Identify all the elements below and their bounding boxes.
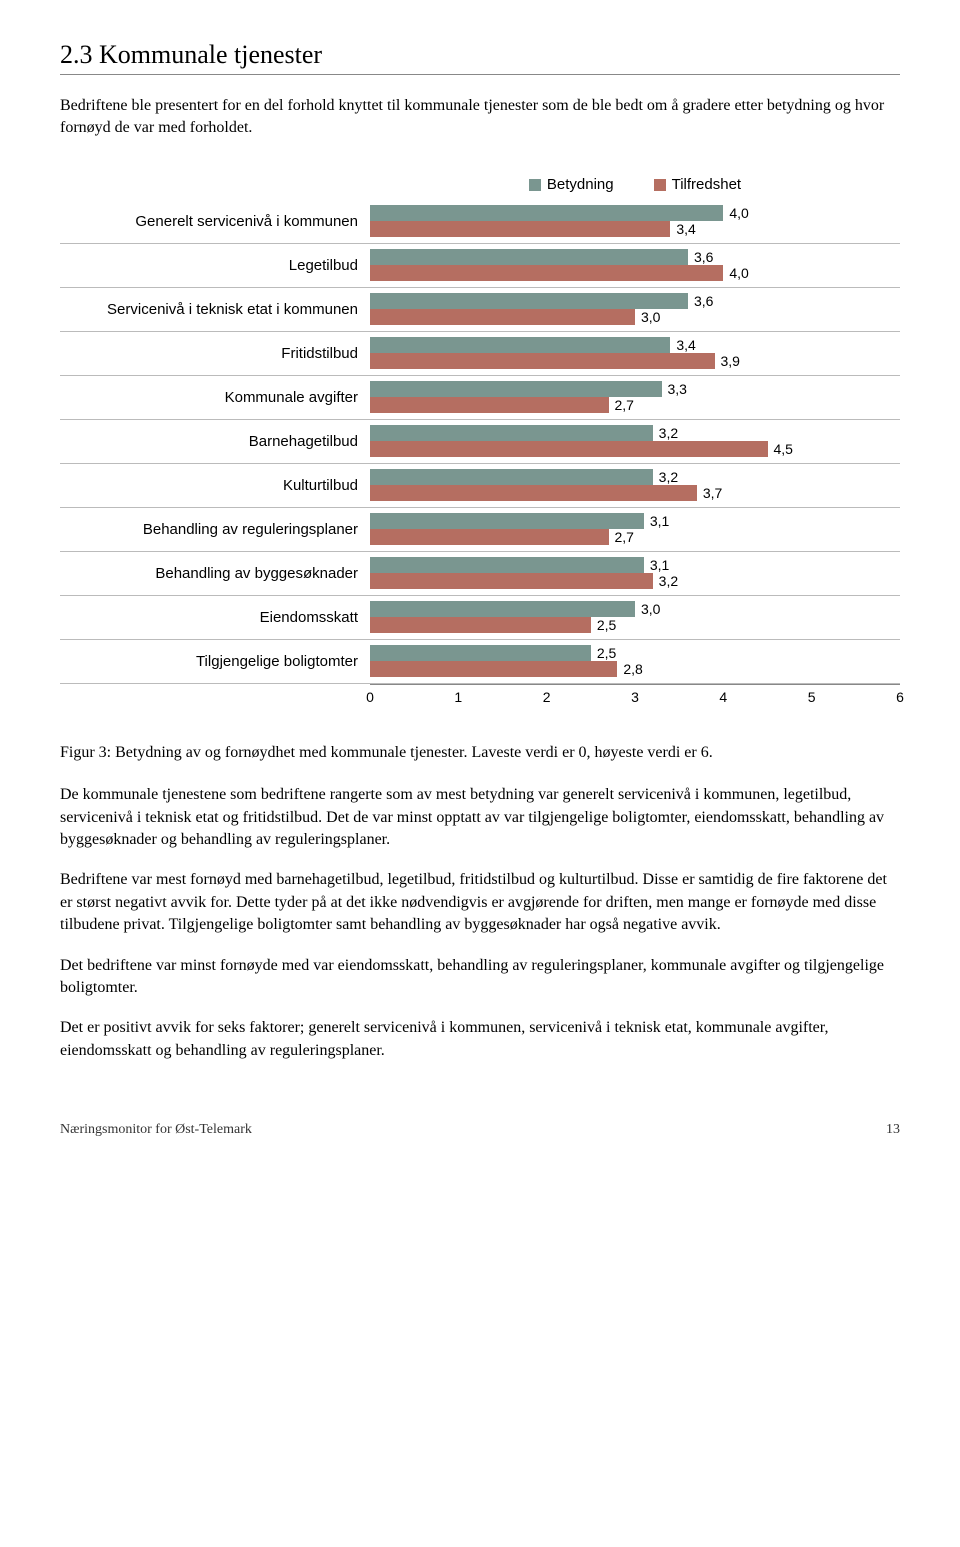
value-label: 4,0 xyxy=(729,205,748,221)
bar-tilfredshet xyxy=(370,353,715,369)
chart-legend: Betydning Tilfredshet xyxy=(370,170,900,200)
x-tick-label: 6 xyxy=(896,689,904,705)
category-label: Eiendomsskatt xyxy=(60,596,370,640)
bar-tilfredshet xyxy=(370,441,768,457)
bar-tilfredshet xyxy=(370,221,670,237)
x-tick-label: 3 xyxy=(631,689,639,705)
bar-betydning xyxy=(370,645,591,661)
bar-tilfredshet xyxy=(370,485,697,501)
bar-betydning xyxy=(370,337,670,353)
x-tick-label: 5 xyxy=(808,689,816,705)
legend-label-b: Tilfredshet xyxy=(672,176,741,193)
value-label: 3,1 xyxy=(650,557,669,573)
category-label: Kulturtilbud xyxy=(60,464,370,508)
bar-betydning xyxy=(370,469,653,485)
bar-group: 3,1 2,7 xyxy=(370,508,900,552)
bar-betydning xyxy=(370,513,644,529)
bar-tilfredshet xyxy=(370,265,723,281)
bar-group: 2,5 2,8 xyxy=(370,640,900,684)
section-heading: 2.3 Kommunale tjenester xyxy=(60,40,900,75)
value-label: 3,4 xyxy=(676,221,695,237)
x-tick-label: 2 xyxy=(543,689,551,705)
bar-group: 3,2 4,5 xyxy=(370,420,900,464)
bar-group: 3,3 2,7 xyxy=(370,376,900,420)
value-label: 3,7 xyxy=(703,485,722,501)
bar-betydning xyxy=(370,557,644,573)
bar-tilfredshet xyxy=(370,529,609,545)
bar-group: 3,6 3,0 xyxy=(370,288,900,332)
value-label: 4,0 xyxy=(729,265,748,281)
footer-page-number: 13 xyxy=(886,1122,900,1138)
legend-label-a: Betydning xyxy=(547,176,614,193)
legend-item-tilfredshet: Tilfredshet xyxy=(654,176,741,193)
bar-group: 3,6 4,0 xyxy=(370,244,900,288)
value-label: 3,6 xyxy=(694,249,713,265)
body-paragraph: Det er positivt avvik for seks faktorer;… xyxy=(60,1017,900,1062)
x-tick-label: 0 xyxy=(366,689,374,705)
bar-tilfredshet xyxy=(370,617,591,633)
value-label: 3,9 xyxy=(721,353,740,369)
category-label: Legetilbud xyxy=(60,244,370,288)
x-tick-label: 4 xyxy=(719,689,727,705)
value-label: 3,0 xyxy=(641,309,660,325)
category-label: Behandling av reguleringsplaner xyxy=(60,508,370,552)
bar-betydning xyxy=(370,249,688,265)
bar-group: 3,4 3,9 xyxy=(370,332,900,376)
legend-swatch-a xyxy=(529,179,541,191)
value-label: 3,1 xyxy=(650,513,669,529)
body-paragraph: Det bedriftene var minst fornøyde med va… xyxy=(60,955,900,1000)
bar-betydning xyxy=(370,381,662,397)
body-paragraph: Bedriftene var mest fornøyd med barnehag… xyxy=(60,869,900,936)
value-label: 3,3 xyxy=(668,381,687,397)
category-label: Fritidstilbud xyxy=(60,332,370,376)
category-label: Barnehagetilbud xyxy=(60,420,370,464)
bar-betydning xyxy=(370,425,653,441)
value-label: 2,7 xyxy=(615,397,634,413)
bar-tilfredshet xyxy=(370,661,617,677)
category-label: Servicenivå i teknisk etat i kommunen xyxy=(60,288,370,332)
x-axis: 0123456 xyxy=(370,684,900,712)
bar-group: 4,0 3,4 xyxy=(370,200,900,244)
value-label: 3,2 xyxy=(659,425,678,441)
intro-text: Bedriftene ble presentert for en del for… xyxy=(60,95,900,140)
value-label: 3,2 xyxy=(659,469,678,485)
body-paragraph: De kommunale tjenestene som bedriftene r… xyxy=(60,784,900,851)
x-tick-label: 1 xyxy=(454,689,462,705)
value-label: 3,2 xyxy=(659,573,678,589)
page-footer: Næringsmonitor for Øst-Telemark 13 xyxy=(60,1122,900,1138)
bar-betydning xyxy=(370,293,688,309)
bar-group: 3,0 2,5 xyxy=(370,596,900,640)
bar-tilfredshet xyxy=(370,397,609,413)
value-label: 4,5 xyxy=(774,441,793,457)
legend-item-betydning: Betydning xyxy=(529,176,614,193)
footer-left: Næringsmonitor for Øst-Telemark xyxy=(60,1122,252,1138)
bar-tilfredshet xyxy=(370,573,653,589)
value-label: 2,8 xyxy=(623,661,642,677)
bar-betydning xyxy=(370,601,635,617)
figure-caption: Figur 3: Betydning av og fornøydhet med … xyxy=(60,742,900,764)
legend-swatch-b xyxy=(654,179,666,191)
value-label: 3,6 xyxy=(694,293,713,309)
value-label: 2,5 xyxy=(597,617,616,633)
value-label: 3,0 xyxy=(641,601,660,617)
category-label: Behandling av byggesøknader xyxy=(60,552,370,596)
category-label: Kommunale avgifter xyxy=(60,376,370,420)
category-label: Tilgjengelige boligtomter xyxy=(60,640,370,684)
bar-group: 3,13,2 xyxy=(370,552,900,596)
category-label: Generelt servicenivå i kommunen xyxy=(60,200,370,244)
value-label: 3,4 xyxy=(676,337,695,353)
value-label: 2,5 xyxy=(597,645,616,661)
bar-tilfredshet xyxy=(370,309,635,325)
value-label: 2,7 xyxy=(615,529,634,545)
chart-container: Generelt servicenivå i kommunenLegetilbu… xyxy=(60,170,900,712)
bar-group: 3,2 3,7 xyxy=(370,464,900,508)
bar-betydning xyxy=(370,205,723,221)
